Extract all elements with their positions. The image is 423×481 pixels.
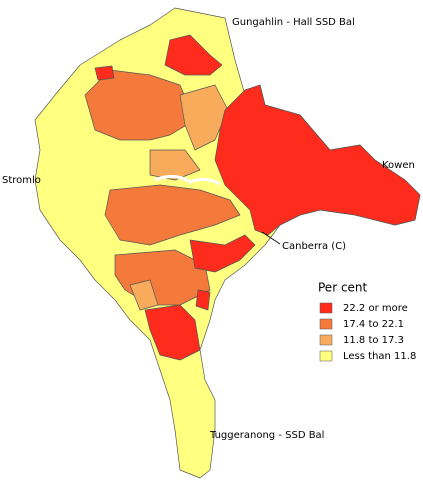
region-label: Canberra (C) <box>282 241 346 252</box>
legend-label: 11.8 to 17.3 <box>343 335 404 346</box>
region-label: Gungahlin - Hall SSD Bal <box>232 17 355 28</box>
legend-swatch <box>319 302 333 314</box>
region-label: Stromlo <box>2 175 41 186</box>
region <box>144 304 201 361</box>
legend-label: 22.2 or more <box>343 303 408 314</box>
region <box>149 149 201 181</box>
region-label: Kowen <box>382 160 415 171</box>
legend-swatch <box>319 318 333 330</box>
region <box>84 69 196 141</box>
legend-swatch <box>319 334 333 346</box>
region <box>94 65 115 81</box>
region <box>179 84 229 151</box>
region <box>214 84 421 236</box>
legend-swatch <box>319 350 333 362</box>
regions <box>34 7 421 479</box>
region <box>104 184 241 246</box>
legend-label: Less than 11.8 <box>343 351 416 362</box>
legend: 22.2 or more 17.4 to 22.1 11.8 to 17.3 Less… <box>319 302 416 362</box>
region <box>164 34 223 76</box>
lake <box>154 175 221 186</box>
region-label: Tuggeranong - SSD Bal <box>209 430 324 441</box>
region <box>195 289 211 311</box>
region <box>189 234 256 273</box>
region <box>129 279 159 311</box>
region <box>34 7 421 479</box>
leader-line <box>261 231 281 245</box>
legend-label: 17.4 to 22.1 <box>343 319 404 330</box>
legend-title: Per cent <box>318 281 368 295</box>
